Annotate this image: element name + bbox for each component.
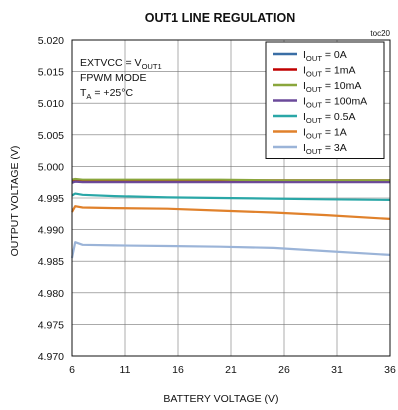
legend-label-5: IOUT = 1A xyxy=(303,127,347,141)
x-tick-label: 26 xyxy=(278,364,290,376)
legend-label-sub: OUT xyxy=(306,132,322,141)
legend-label-4: IOUT = 0.5A xyxy=(303,111,356,125)
condition-line-2-suffix: = +25°C xyxy=(91,87,133,99)
series-line-6 xyxy=(70,241,391,259)
x-tick-label: 16 xyxy=(172,364,184,376)
x-tick-labels: 6 11 16 21 26 31 36 xyxy=(69,364,396,376)
legend-label-3: IOUT = 100mA xyxy=(303,96,367,110)
legend-label-base: I xyxy=(303,111,306,123)
legend-label-base: I xyxy=(303,49,306,61)
legend-label-base: I xyxy=(303,142,306,154)
series-line-2 xyxy=(71,177,390,182)
condition-line-1: FPWM MODE xyxy=(80,72,147,84)
condition-line-2-sub: A xyxy=(86,92,92,101)
condition-line-0-base: EXTVCC = V xyxy=(80,57,142,69)
chart-title: OUT1 LINE REGULATION xyxy=(145,11,295,25)
y-tick-label: 4.990 xyxy=(38,225,64,237)
condition-line-2: TA = +25°C xyxy=(80,87,133,101)
legend-label-suffix: = 0A xyxy=(322,49,347,61)
legend-label-base: I xyxy=(303,65,306,77)
x-axis-label: BATTERY VOLTAGE (V) xyxy=(163,393,278,405)
y-tick-label: 4.980 xyxy=(38,288,64,300)
legend-label-suffix: = 1A xyxy=(322,127,347,139)
condition-line-0: EXTVCC = VOUT1 xyxy=(80,57,162,71)
legend-label-sub: OUT xyxy=(306,85,322,94)
y-tick-label: 5.015 xyxy=(38,67,64,79)
legend-label-sub: OUT xyxy=(306,116,322,125)
series-line-5 xyxy=(71,205,391,220)
legend-label-base: I xyxy=(303,80,306,92)
plot-frame xyxy=(71,39,391,357)
y-tick-label: 4.995 xyxy=(38,193,64,205)
legend-label-suffix: = 100mA xyxy=(322,96,367,108)
series-line-4 xyxy=(71,192,391,201)
legend-label-1: IOUT = 1mA xyxy=(303,65,356,79)
y-tick-labels: 4.970 4.975 4.980 4.985 4.990 4.995 5.000 5.005… xyxy=(38,35,64,363)
x-tick-label: 36 xyxy=(384,364,396,376)
y-tick-label: 4.970 xyxy=(38,351,64,363)
legend-label-suffix: = 1mA xyxy=(322,65,356,77)
x-tick-label: 21 xyxy=(225,364,237,376)
condition-line-0-sub: OUT1 xyxy=(142,62,162,71)
legend-label-suffix: = 10mA xyxy=(322,80,361,92)
series-line-3 xyxy=(71,180,390,184)
legend-label-sub: OUT xyxy=(306,147,322,156)
x-tick-label: 31 xyxy=(331,364,343,376)
legend-label-0: IOUT = 0A xyxy=(303,49,347,63)
y-tick-label: 5.020 xyxy=(38,35,64,47)
legend-label-base: I xyxy=(303,96,306,108)
condition-line-1-base: FPWM MODE xyxy=(80,72,147,84)
x-tick-label: 6 xyxy=(69,364,75,376)
chart-tag: toc20 xyxy=(370,29,390,38)
legend-label-suffix: = 0.5A xyxy=(322,111,356,123)
legend-label-base: I xyxy=(303,127,306,139)
legend-label-2: IOUT = 10mA xyxy=(303,80,361,94)
legend-label-sub: OUT xyxy=(306,101,322,110)
x-tick-label: 11 xyxy=(120,364,131,376)
y-tick-label: 5.000 xyxy=(38,161,64,173)
y-tick-label: 5.005 xyxy=(38,130,64,142)
y-axis-label: OUTPUT VOLTAGE (V) xyxy=(9,146,21,257)
legend-label-sub: OUT xyxy=(306,70,322,79)
y-tick-label: 4.975 xyxy=(38,319,64,331)
y-tick-label: 4.985 xyxy=(38,256,64,268)
condition-line-2-base: T xyxy=(80,87,87,99)
series-lines xyxy=(70,177,391,259)
legend-label-6: IOUT = 3A xyxy=(303,142,347,156)
legend-label-sub: OUT xyxy=(306,54,322,63)
legend-label-suffix: = 3A xyxy=(322,142,347,154)
y-tick-label: 5.010 xyxy=(38,98,64,110)
